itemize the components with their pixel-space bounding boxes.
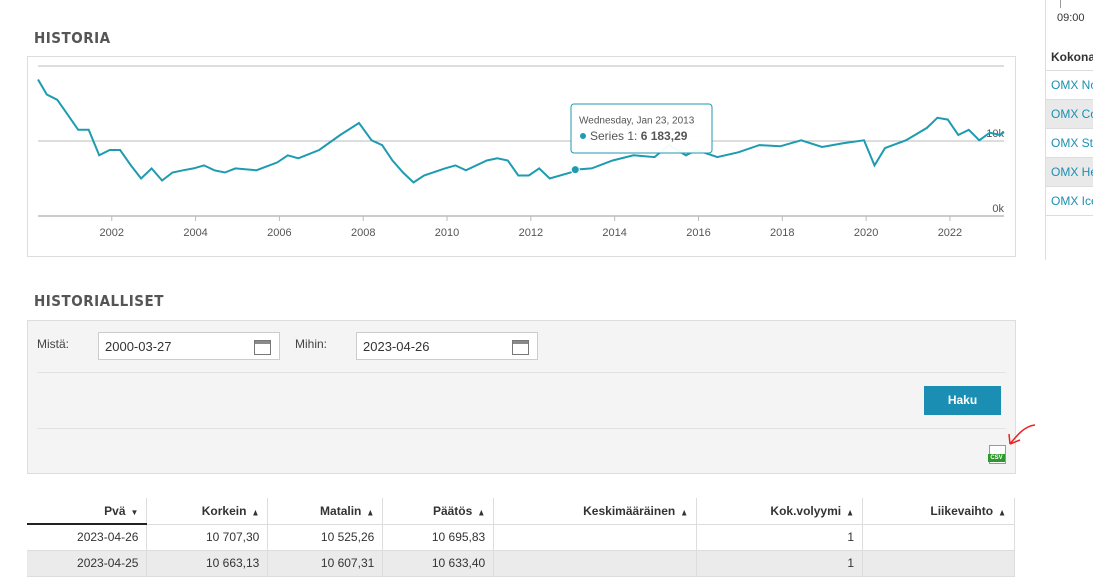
cell-text: 10 525,26: [320, 530, 375, 544]
x-tick-label: 2014: [602, 227, 626, 239]
x-tick-label: 2004: [183, 227, 207, 239]
sort-icon: ▲: [680, 506, 689, 518]
table-cell: 1: [696, 550, 864, 577]
to-label: Mihin:: [295, 337, 328, 351]
time-label: 09:00: [1057, 12, 1085, 24]
cell-text: 2023-04-25: [77, 556, 139, 570]
divider: [37, 372, 1006, 373]
sort-icon: ▲: [251, 506, 260, 518]
table-cell: 2023-04-25: [27, 550, 148, 577]
x-tick-label: 2018: [770, 227, 794, 239]
tooltip-series: Series 1: [590, 129, 634, 143]
column-title: Korkein: [201, 503, 247, 518]
tooltip-box: [570, 103, 713, 154]
sort-icon: ▼: [130, 507, 139, 517]
column-header[interactable]: Korkein ▲: [146, 498, 269, 525]
table-cell: [862, 550, 1015, 577]
cell-text: 10 607,31: [320, 556, 375, 570]
csv-icon[interactable]: CSV: [988, 445, 1006, 464]
table-cell: [493, 524, 698, 551]
chart-box: 0k 10k 2002 2004 2006 2008 2010 2012 2014 2016 201…: [27, 56, 1016, 257]
x-tick-label: 2008: [351, 227, 375, 239]
x-tick-label: 2002: [100, 227, 124, 239]
sort-icon: ▲: [846, 506, 855, 518]
cell-text: 10 663,13: [205, 556, 260, 570]
index-link[interactable]: OMX Ice: [1046, 187, 1093, 216]
x-tick-label: 2006: [267, 227, 291, 239]
table-cell: 10 707,30: [146, 524, 269, 551]
csv-text: CSV: [988, 454, 1005, 462]
sort-icon: ▲: [366, 506, 375, 518]
table-row: 2023-04-26 10 707,30 10 525,26 10 695,83 1: [27, 524, 1015, 551]
x-tick-label: 2010: [435, 227, 459, 239]
column-header[interactable]: Pvä ▼: [27, 498, 148, 525]
table-cell: [493, 550, 698, 577]
cell-text: 10 707,30: [205, 530, 260, 544]
table-cell: 10 607,31: [267, 550, 384, 577]
to-value: 2023-04-26: [363, 339, 430, 354]
sort-icon: ▲: [998, 506, 1006, 518]
column-title: Pvä: [104, 503, 126, 518]
annotation-arrow: [1008, 424, 1036, 445]
column-header[interactable]: Matalin ▲: [267, 498, 384, 525]
x-tick-label: 2022: [938, 227, 962, 239]
section-heading: HISTORIALLISET: [34, 292, 164, 310]
divider: [37, 428, 1006, 429]
index-link[interactable]: OMX No: [1046, 71, 1093, 100]
column-header[interactable]: Päätös ▲: [382, 498, 495, 525]
column-title: Keskimääräinen: [583, 503, 676, 518]
tooltip-dot: [580, 133, 586, 139]
cell-text: 1: [847, 530, 855, 544]
column-title: Kok.volyymi: [770, 503, 842, 518]
table-row: 2023-04-25 10 663,13 10 607,31 10 633,40 1: [27, 550, 1015, 577]
table-cell: 10 695,83: [382, 524, 495, 551]
table-cell: 1: [696, 524, 864, 551]
sort-icon: ▲: [477, 506, 486, 518]
x-tick-label: 2016: [686, 227, 710, 239]
column-title: Liikevaihto: [930, 503, 994, 518]
to-input[interactable]: 2023-04-26: [356, 332, 538, 360]
table-cell: 10 525,26: [267, 524, 384, 551]
cell-text: 2023-04-26: [77, 530, 139, 545]
tooltip-line: Series 1: 6 183,29: [590, 129, 688, 143]
series-line: [37, 78, 1005, 184]
sidebar-heading: Kokonai: [1051, 50, 1093, 64]
column-title: Matalin: [320, 503, 362, 518]
table-cell: 10 663,13: [146, 550, 269, 577]
calendar-icon[interactable]: [512, 340, 529, 355]
column-header[interactable]: Keskimääräinen ▲: [493, 498, 698, 525]
column-header[interactable]: Liikevaihto ▲: [862, 498, 1015, 525]
calendar-icon[interactable]: [254, 340, 271, 355]
y-tick-label: 0k: [992, 203, 1004, 215]
from-label: Mistä:: [37, 337, 70, 351]
cell-text: 1: [847, 556, 855, 570]
column-title: Päätös: [432, 503, 473, 518]
index-link[interactable]: OMX Co 25 Index: [1046, 100, 1093, 129]
table-cell: 2023-04-26: [27, 524, 148, 551]
x-tick-label: 2020: [854, 227, 878, 239]
from-value: 2000-03-27: [105, 339, 172, 354]
search-button[interactable]: Haku: [924, 386, 1001, 415]
section-heading: HISTORIA: [34, 29, 111, 47]
history-table: Pvä ▼ Korkein ▲ Matalin ▲ Päätös ▲ Keskimääräine…: [27, 498, 1015, 577]
tooltip-value: 6 183,29: [641, 129, 688, 143]
cell-text: 10 633,40: [431, 556, 486, 570]
index-link[interactable]: OMX He: [1046, 158, 1093, 187]
hover-marker: [570, 165, 580, 175]
tick: [1060, 0, 1061, 8]
table-cell: 10 633,40: [382, 550, 495, 577]
index-link[interactable]: OMX St Index: [1046, 129, 1093, 158]
column-header[interactable]: Kok.volyymi ▲: [696, 498, 864, 525]
from-input[interactable]: 2000-03-27: [98, 332, 280, 360]
tooltip-separator: :: [634, 129, 641, 143]
search-panel: Mistä: 2000-03-27 Mihin: 2023-04-26 Haku…: [27, 320, 1016, 474]
x-tick-label: 2012: [519, 227, 543, 239]
cell-text: 10 695,83: [431, 530, 486, 544]
table-cell: [862, 524, 1015, 551]
tooltip-date: Wednesday, Jan 23, 2013: [579, 116, 695, 127]
